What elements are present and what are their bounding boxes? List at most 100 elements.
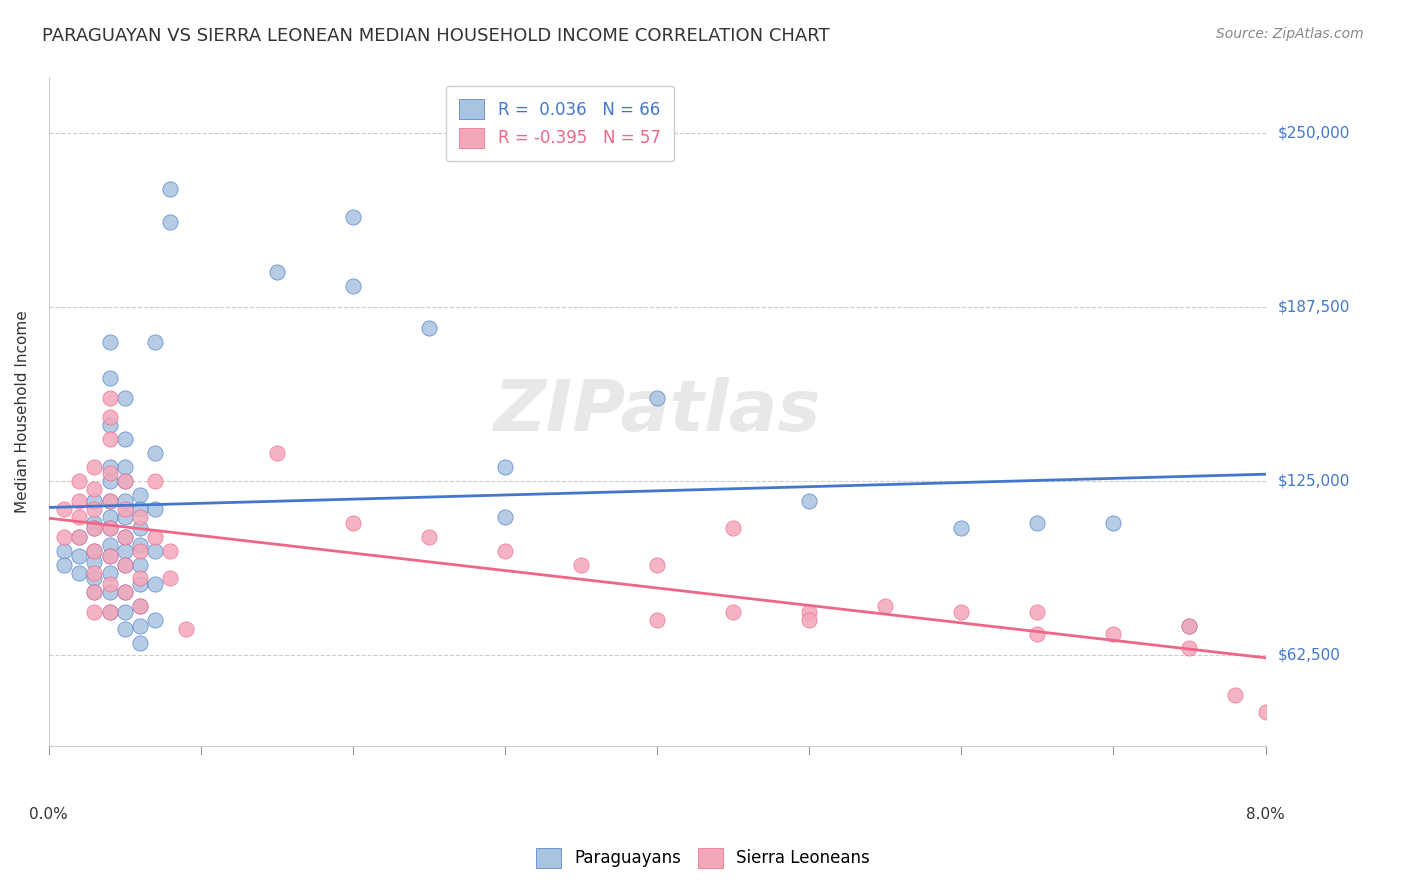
Point: [1026, 627, 1049, 641]
Point: [129, 572, 152, 586]
Point: [129, 635, 152, 649]
Point: [98, 538, 121, 552]
Point: [1223, 689, 1246, 703]
Point: [114, 585, 136, 599]
Point: [114, 585, 136, 599]
Point: [114, 605, 136, 619]
Point: [129, 577, 152, 591]
Point: [129, 599, 152, 614]
Point: [143, 613, 166, 627]
Point: [143, 543, 166, 558]
Point: [129, 538, 152, 552]
Point: [1102, 627, 1125, 641]
Point: [98, 460, 121, 475]
Point: [114, 433, 136, 447]
Point: [143, 530, 166, 544]
Text: 0.0%: 0.0%: [30, 806, 67, 822]
Point: [1026, 516, 1049, 530]
Point: [83, 493, 105, 508]
Point: [1178, 619, 1201, 633]
Point: [875, 599, 897, 614]
Point: [98, 549, 121, 564]
Point: [98, 521, 121, 535]
Point: [83, 605, 105, 619]
Text: Source: ZipAtlas.com: Source: ZipAtlas.com: [1216, 27, 1364, 41]
Point: [67, 530, 90, 544]
Point: [98, 391, 121, 405]
Point: [129, 488, 152, 502]
Point: [129, 558, 152, 572]
Point: [52, 530, 75, 544]
Point: [950, 605, 973, 619]
Point: [645, 391, 668, 405]
Point: [266, 446, 288, 460]
Point: [1254, 705, 1277, 719]
Point: [98, 549, 121, 564]
Point: [114, 530, 136, 544]
Point: [83, 521, 105, 535]
Point: [98, 466, 121, 480]
Point: [1026, 605, 1049, 619]
Point: [114, 474, 136, 488]
Point: [143, 334, 166, 349]
Point: [67, 474, 90, 488]
Point: [114, 460, 136, 475]
Point: [159, 572, 181, 586]
Point: [52, 543, 75, 558]
Point: [98, 418, 121, 433]
Text: $125,000: $125,000: [1278, 474, 1350, 489]
Point: [645, 558, 668, 572]
Point: [129, 510, 152, 524]
Point: [129, 502, 152, 516]
Point: [83, 460, 105, 475]
Point: [418, 321, 440, 335]
Point: [83, 516, 105, 530]
Point: [799, 605, 821, 619]
Point: [83, 555, 105, 569]
Text: PARAGUAYAN VS SIERRA LEONEAN MEDIAN HOUSEHOLD INCOME CORRELATION CHART: PARAGUAYAN VS SIERRA LEONEAN MEDIAN HOUS…: [42, 27, 830, 45]
Point: [67, 510, 90, 524]
Point: [98, 474, 121, 488]
Point: [799, 493, 821, 508]
Point: [129, 599, 152, 614]
Point: [494, 543, 516, 558]
Point: [1102, 516, 1125, 530]
Text: $62,500: $62,500: [1278, 648, 1340, 663]
Point: [98, 433, 121, 447]
Point: [98, 585, 121, 599]
Point: [98, 510, 121, 524]
Point: [494, 510, 516, 524]
Point: [98, 493, 121, 508]
Point: [98, 410, 121, 425]
Point: [174, 622, 197, 636]
Point: [98, 493, 121, 508]
Point: [799, 613, 821, 627]
Point: [83, 502, 105, 516]
Point: [721, 521, 744, 535]
Point: [67, 549, 90, 564]
Point: [1178, 619, 1201, 633]
Point: [83, 543, 105, 558]
Point: [83, 585, 105, 599]
Point: [950, 521, 973, 535]
Point: [569, 558, 592, 572]
Point: [342, 279, 364, 293]
Text: 8.0%: 8.0%: [1246, 806, 1285, 822]
Point: [342, 516, 364, 530]
Point: [494, 460, 516, 475]
Text: $250,000: $250,000: [1278, 126, 1350, 141]
Point: [67, 493, 90, 508]
Point: [721, 605, 744, 619]
Point: [129, 521, 152, 535]
Point: [114, 530, 136, 544]
Point: [83, 483, 105, 497]
Point: [114, 510, 136, 524]
Point: [159, 182, 181, 196]
Point: [98, 566, 121, 580]
Point: [98, 605, 121, 619]
Point: [645, 613, 668, 627]
Point: [52, 502, 75, 516]
Point: [342, 210, 364, 224]
Point: [143, 446, 166, 460]
Point: [114, 558, 136, 572]
